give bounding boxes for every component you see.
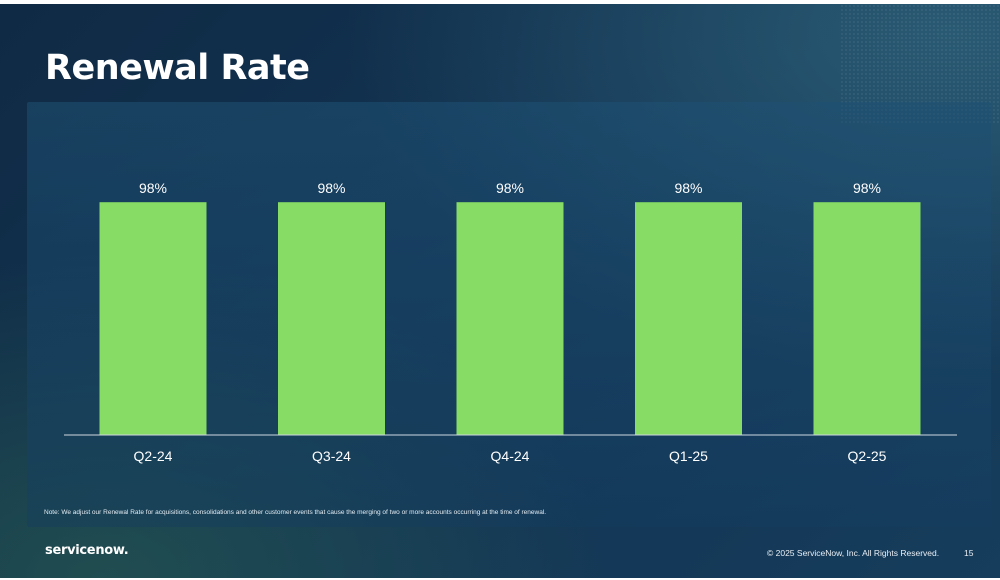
data-label: 98% bbox=[317, 180, 345, 196]
bar-q2-25 bbox=[813, 202, 921, 435]
page-title: Renewal Rate bbox=[45, 48, 310, 88]
page-number: 15 bbox=[964, 548, 974, 558]
bar-q1-25 bbox=[635, 202, 742, 435]
servicenow-logo: servicenow. bbox=[45, 543, 129, 558]
data-label: 98% bbox=[853, 180, 881, 196]
x-tick-label: Q2-25 bbox=[848, 448, 887, 464]
copyright-text: © 2025 ServiceNow, Inc. All Rights Reser… bbox=[767, 548, 940, 558]
footnote: Note: We adjust our Renewal Rate for acq… bbox=[44, 509, 547, 516]
bar-q2-24 bbox=[99, 202, 207, 435]
chart-panel: 98% Q2-24 98% Q3-24 98% Q4-24 98% Q1-25 98% Q2-25 bbox=[27, 102, 991, 527]
x-tick-label: Q1-25 bbox=[669, 448, 708, 464]
bar-q4-24 bbox=[456, 202, 564, 435]
x-tick-label: Q3-24 bbox=[312, 448, 351, 464]
data-label: 98% bbox=[139, 180, 167, 196]
x-tick-label: Q4-24 bbox=[491, 448, 530, 464]
data-label: 98% bbox=[496, 180, 524, 196]
bar-q3-24 bbox=[278, 202, 385, 435]
bar-chart: 98% Q2-24 98% Q3-24 98% Q4-24 98% Q1-25 98% Q2-25 bbox=[64, 180, 957, 464]
x-tick-label: Q2-24 bbox=[134, 448, 173, 464]
slide: Renewal Rate 98% Q2-24 98% Q3-24 98% Q4-24 98%… bbox=[0, 4, 1000, 578]
data-label: 98% bbox=[674, 180, 702, 196]
